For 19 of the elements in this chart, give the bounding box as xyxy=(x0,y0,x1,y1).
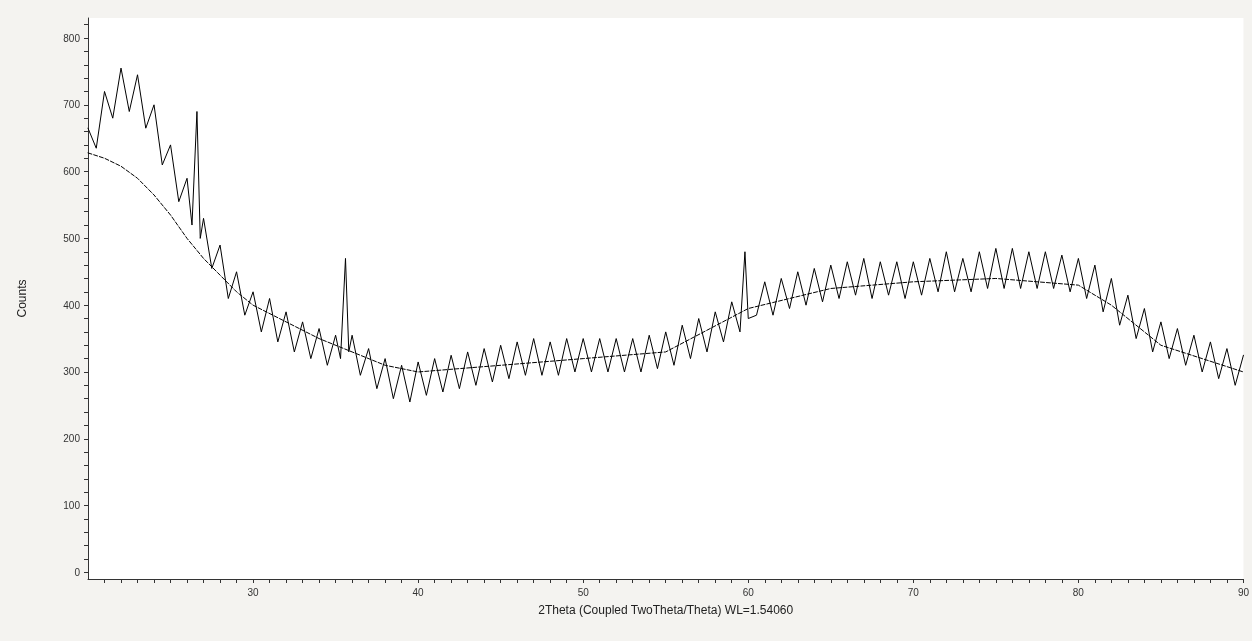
y-tick-label: 800 xyxy=(63,32,81,44)
y-tick-label: 200 xyxy=(63,433,81,445)
x-tick-label: 40 xyxy=(412,586,425,598)
y-tick-label: 400 xyxy=(63,299,81,311)
y-tick-label: 600 xyxy=(63,166,81,178)
x-tick-label: 80 xyxy=(1072,586,1085,598)
y-axis-title: Counts xyxy=(15,279,29,318)
x-tick-label: 70 xyxy=(907,586,920,598)
line-series xyxy=(87,67,1244,403)
y-tick-label: 100 xyxy=(63,500,81,512)
x-tick-label: 50 xyxy=(577,586,590,598)
y-tick-label: 300 xyxy=(63,366,81,378)
x-axis-title: 2Theta (Coupled TwoTheta/Theta) WL=1.54060 xyxy=(538,603,794,617)
x-tick-label: 30 xyxy=(247,586,260,598)
x-tick-label: 90 xyxy=(1237,586,1250,598)
y-tick-label: 500 xyxy=(63,232,81,244)
y-tick-label: 700 xyxy=(63,99,81,111)
y-tick-label: 0 xyxy=(74,566,81,578)
x-tick-label: 60 xyxy=(742,586,755,598)
